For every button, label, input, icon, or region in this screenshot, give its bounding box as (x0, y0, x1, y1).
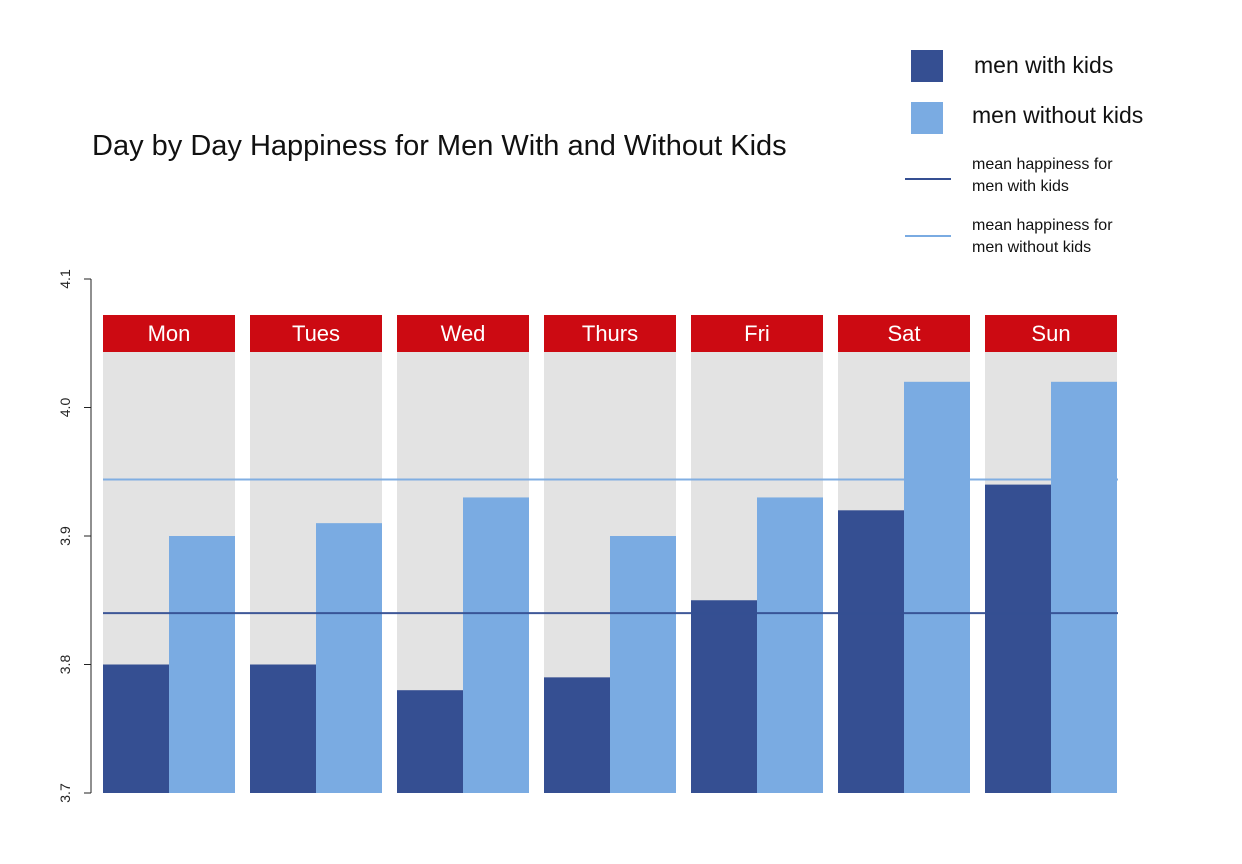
legend-line-mean-without-kids (905, 235, 951, 237)
y-tick-label: 3.8 (57, 655, 73, 675)
bar-men-with-kids (691, 600, 757, 793)
day-label: Sun (1031, 321, 1070, 346)
day-header (544, 315, 676, 352)
bar-men-without-kids (169, 536, 235, 793)
legend-item-men-without-kids: men without kids (900, 102, 1220, 136)
day-label: Mon (148, 321, 191, 346)
bar-men-without-kids (610, 536, 676, 793)
legend-label-men-with-kids: men with kids (974, 52, 1114, 78)
day-header (691, 315, 823, 352)
bar-men-without-kids (316, 523, 382, 793)
bar-men-without-kids (757, 497, 823, 793)
bar-men-without-kids (904, 381, 970, 793)
y-tick-label: 3.7 (57, 783, 73, 803)
legend-item-mean-without-kids: mean happiness for men without kids (900, 215, 1220, 261)
day-label: Tues (292, 321, 340, 346)
bar-men-with-kids (544, 677, 610, 793)
day-header (103, 315, 235, 352)
bar-men-with-kids (103, 664, 169, 793)
day-header (250, 315, 382, 352)
day-label: Wed (441, 321, 486, 346)
legend-line-mean-with-kids (905, 178, 951, 180)
day-label: Thurs (582, 321, 638, 346)
y-tick-label: 4.0 (57, 398, 73, 418)
bar-men-without-kids (1051, 381, 1117, 793)
legend-item-men-with-kids: men with kids (900, 50, 1220, 84)
bar-men-with-kids (985, 484, 1051, 793)
day-header (985, 315, 1117, 352)
chart-title: Day by Day Happiness for Men With and Wi… (92, 130, 787, 162)
legend-swatch-men-without-kids (911, 102, 943, 134)
bar-men-with-kids (397, 690, 463, 793)
day-header (838, 315, 970, 352)
day-label: Fri (744, 321, 770, 346)
legend-label-mean-without-kids: mean happiness for men without kids (972, 217, 1113, 256)
legend-label-mean-with-kids: mean happiness for men with kids (972, 156, 1113, 195)
y-tick-label: 3.9 (57, 526, 73, 546)
bar-men-with-kids (838, 510, 904, 793)
day-header (397, 315, 529, 352)
legend-label-men-without-kids: men without kids (972, 102, 1144, 128)
y-tick-label: 4.1 (57, 269, 73, 289)
day-label: Sat (887, 321, 920, 346)
legend-item-mean-with-kids: mean happiness for men with kids (900, 154, 1220, 200)
legend-swatch-men-with-kids (911, 50, 943, 82)
legend: men with kids men without kids mean happ… (900, 40, 1220, 270)
bar-men-with-kids (250, 664, 316, 793)
bar-men-without-kids (463, 497, 529, 793)
